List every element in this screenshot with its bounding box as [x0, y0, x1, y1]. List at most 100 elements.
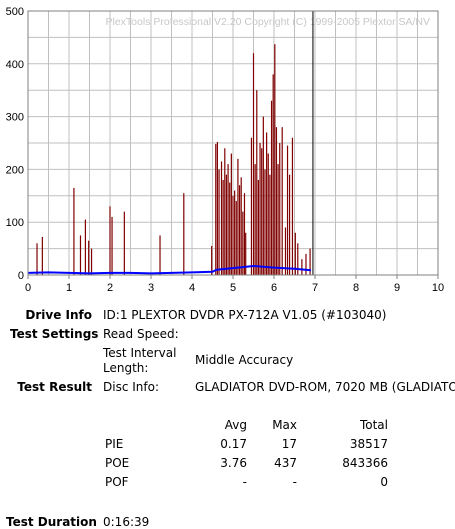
poe-bar: [266, 132, 268, 275]
row-name-pof: POF: [105, 475, 129, 489]
x-tick-label: 7: [312, 282, 318, 294]
pof-max: -: [292, 475, 297, 489]
poe-bar: [301, 259, 303, 275]
poe-bar: [240, 177, 242, 275]
x-tick-label: 2: [107, 282, 113, 294]
poe-bar: [272, 74, 274, 275]
poe-bar: [211, 245, 213, 275]
poe-bar: [222, 179, 224, 275]
poe-bar: [84, 219, 86, 275]
poe-bar: [88, 240, 90, 275]
drive-info-label: Drive Info: [25, 308, 92, 322]
poe-bar: [225, 174, 228, 275]
col-header-max: Max: [272, 418, 297, 432]
pof-avg: -: [242, 475, 247, 489]
test-interval-label-line1: Test Interval: [103, 346, 177, 360]
poe-bar: [250, 137, 253, 275]
y-axis-ticks: 0 100 200 300 400 500: [6, 6, 24, 282]
poe-bar: [286, 145, 289, 275]
poe-bar: [254, 164, 256, 275]
poe-bar: [73, 187, 75, 275]
x-tick-label: 1: [66, 282, 72, 294]
col-header-avg: Avg: [224, 418, 247, 432]
poe-bar: [252, 53, 255, 275]
poe-bar: [229, 182, 231, 275]
poe-bar: [291, 137, 294, 275]
poe-bar: [227, 164, 229, 275]
x-axis-ticks: 0 1 2 3 4 5 6 7 8 9 10: [25, 275, 444, 294]
poe-bar: [267, 153, 269, 275]
watermark-text: PlexTools Professional V2.20 Copyright (…: [106, 16, 431, 28]
poe-bar: [257, 179, 260, 275]
poe-bar: [297, 243, 299, 275]
poe-bar: [264, 169, 266, 275]
poe-bar: [220, 161, 223, 275]
y-tick-label: 300: [6, 112, 24, 124]
poe-bar: [235, 201, 237, 275]
x-tick-label: 5: [230, 282, 236, 294]
poe-bar: [216, 141, 219, 275]
poe-bar: [230, 153, 232, 275]
poe-bar: [259, 143, 261, 275]
pie-avg: 0.17: [220, 437, 247, 451]
poe-bar: [270, 100, 273, 275]
poe-bar: [309, 248, 311, 275]
poe-bar: [215, 144, 217, 275]
pof-total: 0: [380, 475, 388, 489]
poe-bar: [243, 193, 246, 275]
poe-total: 843366: [342, 456, 388, 470]
y-tick-label: 500: [6, 6, 24, 18]
test-duration-value: 0:16:39: [103, 515, 150, 529]
poe-bar: [111, 216, 113, 275]
poe-bar: [245, 232, 247, 275]
row-name-poe: POE: [105, 456, 130, 470]
read-speed-label: Read Speed:: [103, 327, 179, 341]
poe-bar: [274, 44, 276, 275]
x-tick-label: 8: [353, 282, 359, 294]
poe-bar: [281, 127, 283, 275]
poe-bar: [218, 169, 220, 275]
poe-bar: [232, 195, 234, 275]
poe-bar: [238, 185, 241, 275]
disc-info-label: Disc Info:: [103, 380, 159, 394]
poe-bar: [242, 211, 244, 275]
test-settings-label: Test Settings: [10, 327, 99, 341]
poe-bar: [284, 227, 287, 275]
poe-bar: [90, 248, 93, 275]
poe-bar: [305, 253, 307, 275]
x-tick-label: 4: [189, 282, 195, 294]
poe-bar: [109, 206, 111, 275]
poe-bar: [256, 90, 258, 275]
poe-bar: [159, 235, 161, 275]
row-name-pie: PIE: [105, 437, 124, 451]
drive-info-value: ID:1 PLEXTOR DVDR PX-712A V1.05 (#103040…: [103, 308, 387, 322]
poe-bar: [237, 158, 239, 275]
test-duration-label: Test Duration: [6, 515, 97, 529]
y-tick-label: 0: [18, 270, 24, 282]
poe-bar: [41, 236, 43, 275]
poe-bar: [279, 143, 281, 275]
pie-series-line: [27, 264, 311, 275]
poe-bar: [234, 190, 236, 275]
x-tick-label: 10: [432, 282, 444, 294]
test-interval-label-line2: Length:: [103, 361, 149, 375]
x-tick-label: 6: [271, 282, 277, 294]
poe-bar: [277, 164, 279, 275]
poe-bar: [288, 174, 291, 275]
error-chart: PlexTools Professional V2.20 Copyright (…: [6, 6, 444, 294]
disc-info-value: GLADIATOR DVD-ROM, 7020 MB (GLADIATOR): [195, 380, 455, 394]
y-tick-label: 200: [6, 164, 24, 176]
poe-bar: [123, 211, 125, 275]
poe-bar: [79, 235, 82, 275]
pie-max: 17: [281, 437, 297, 451]
x-tick-label: 9: [394, 282, 400, 294]
poe-bar: [261, 148, 263, 275]
poe-bar: [36, 243, 38, 275]
pie-total: 38517: [349, 437, 388, 451]
poe-bars: [36, 44, 311, 275]
poe-bar: [269, 174, 271, 275]
test-result-label: Test Result: [17, 380, 92, 394]
col-header-total: Total: [359, 418, 388, 432]
poe-max: 437: [274, 456, 297, 470]
poe-bar: [183, 193, 185, 275]
